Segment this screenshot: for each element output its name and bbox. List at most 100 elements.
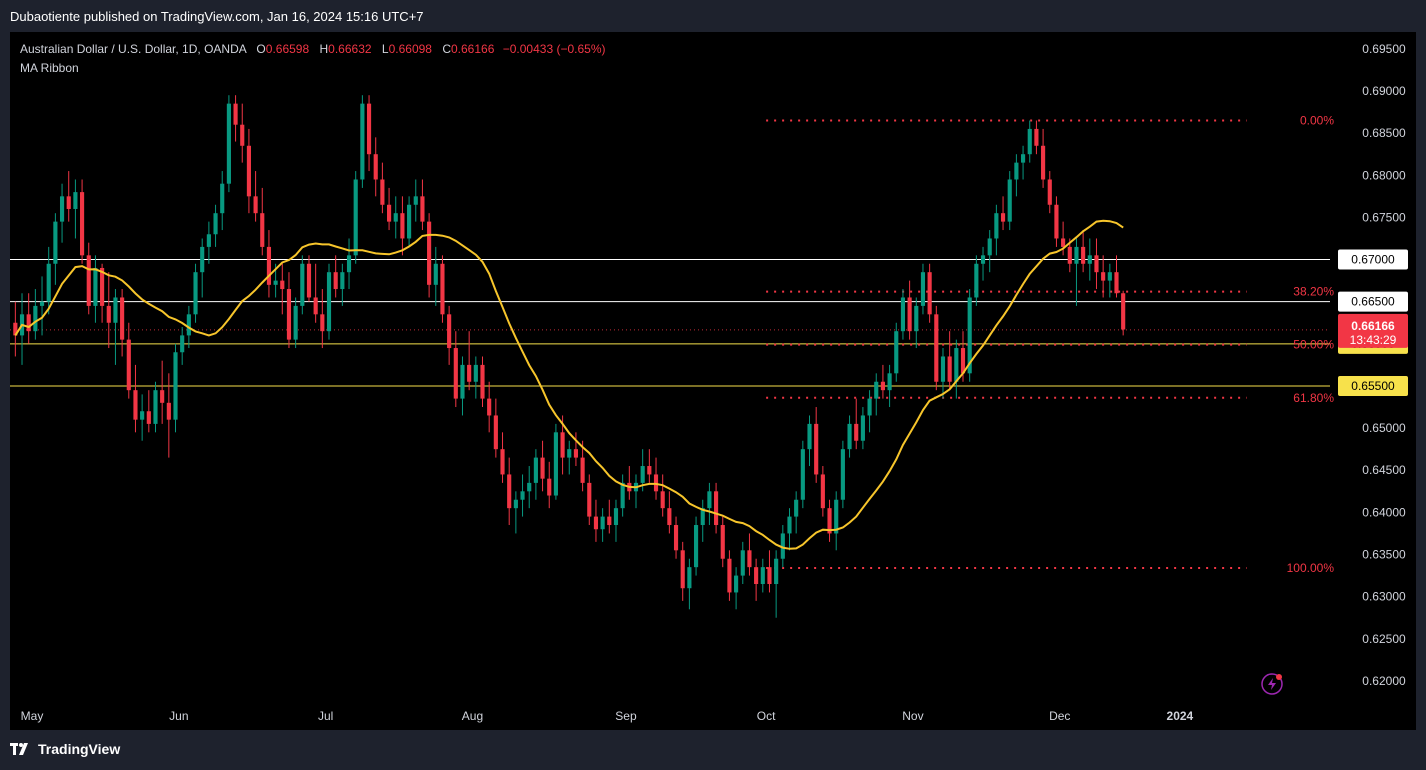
- last-price-countdown: 13:43:29: [1350, 333, 1397, 347]
- candle: [507, 457, 512, 526]
- candle-body: [39, 301, 45, 306]
- candle-body: [780, 533, 785, 559]
- candle: [113, 289, 118, 365]
- candle: [260, 187, 265, 256]
- candle-body: [647, 466, 652, 475]
- candle-body: [540, 457, 545, 479]
- candle-body: [1047, 179, 1052, 205]
- candle-body: [714, 491, 719, 526]
- candle: [26, 293, 31, 344]
- candle-body: [366, 103, 372, 155]
- candle-body: [480, 364, 485, 399]
- candle-body: [947, 356, 952, 382]
- candle-body: [860, 415, 865, 441]
- candle: [266, 230, 272, 298]
- candle-body: [547, 478, 552, 496]
- tradingview-logo[interactable]: TradingView: [10, 741, 120, 757]
- candle-body: [146, 411, 151, 424]
- candle: [700, 499, 705, 542]
- y-tick-label-9: 0.65000: [1362, 421, 1406, 435]
- candle: [200, 238, 205, 298]
- candle: [613, 499, 619, 542]
- candle: [1007, 171, 1012, 231]
- candle: [787, 508, 792, 551]
- candle-body: [920, 272, 926, 306]
- legend-indicator[interactable]: MA Ribbon: [20, 61, 79, 75]
- candle: [987, 230, 992, 273]
- y-tick-label-3: 0.68000: [1362, 168, 1406, 182]
- candle: [567, 440, 572, 475]
- candle: [714, 482, 719, 534]
- candle-body: [253, 196, 258, 214]
- candle: [1067, 238, 1072, 273]
- candle-body: [754, 567, 759, 585]
- y-tick-label-1: 0.69000: [1362, 84, 1406, 98]
- candle-body: [580, 457, 585, 483]
- candle-body: [340, 272, 345, 290]
- candle-body: [747, 550, 752, 568]
- candle-body: [333, 272, 338, 290]
- candle-body: [900, 297, 906, 332]
- candle: [633, 474, 639, 509]
- candle-body: [1114, 272, 1119, 294]
- candle-body: [1034, 128, 1039, 146]
- candle-body: [220, 183, 225, 214]
- candle: [814, 407, 819, 483]
- candle-body: [527, 482, 532, 492]
- candle: [760, 558, 765, 593]
- candle-body: [240, 124, 245, 146]
- candle-body: [727, 558, 732, 593]
- y-tick-label-10: 0.64500: [1362, 463, 1406, 477]
- candle: [313, 263, 318, 323]
- candle: [427, 213, 432, 298]
- candle-body: [1107, 272, 1112, 281]
- candle-body: [120, 297, 125, 340]
- candle-body: [1067, 246, 1072, 264]
- candle: [667, 491, 672, 534]
- candle: [447, 305, 452, 365]
- candle: [300, 255, 305, 315]
- candle: [166, 373, 171, 458]
- candle-body: [380, 179, 385, 205]
- candle-body: [874, 381, 879, 399]
- candle: [934, 305, 939, 391]
- candle-body: [433, 263, 438, 285]
- candle: [707, 482, 712, 526]
- candle: [593, 499, 599, 542]
- candle-body: [100, 267, 105, 306]
- candle-body: [847, 423, 852, 450]
- candle-body: [687, 567, 692, 589]
- chart-frame[interactable]: 0.00% 38.20% 50.00% 61.80% 100.00% 0.69500 0.6…: [10, 32, 1416, 730]
- candle-body: [680, 550, 685, 589]
- candle-body: [600, 516, 605, 530]
- candle-body: [493, 415, 498, 450]
- candle: [1020, 145, 1026, 180]
- candle-body: [834, 499, 839, 534]
- candle: [86, 242, 91, 315]
- fib-level-label-1: 38.20%: [1293, 285, 1334, 299]
- candle: [487, 381, 492, 433]
- candle-body: [180, 335, 185, 353]
- flash-icon-bolt: [1268, 678, 1276, 690]
- fib-level-label-2: 50.00%: [1293, 338, 1334, 352]
- candle-body: [707, 491, 712, 509]
- candle-body: [1101, 272, 1106, 281]
- candle-body: [186, 314, 191, 336]
- candle-body: [974, 263, 979, 298]
- candle: [293, 297, 298, 349]
- chart-canvas[interactable]: 0.00% 38.20% 50.00% 61.80% 100.00% 0.69500 0.6…: [10, 32, 1416, 730]
- candle-body: [700, 508, 705, 526]
- candle: [1107, 263, 1112, 298]
- candle: [407, 196, 412, 247]
- candle-body: [326, 272, 332, 332]
- x-tick-label-1: Jun: [169, 709, 188, 723]
- candle-body: [193, 272, 198, 315]
- fib-level-label-4: 100.00%: [1287, 561, 1335, 575]
- candle: [1081, 230, 1086, 273]
- price-axis-tag-text-3: 0.65500: [1351, 379, 1395, 393]
- candle: [493, 398, 498, 458]
- x-tick-label-5: Oct: [757, 709, 776, 723]
- candle-body: [500, 449, 505, 475]
- candle-body: [593, 516, 599, 530]
- candle-body: [587, 482, 592, 517]
